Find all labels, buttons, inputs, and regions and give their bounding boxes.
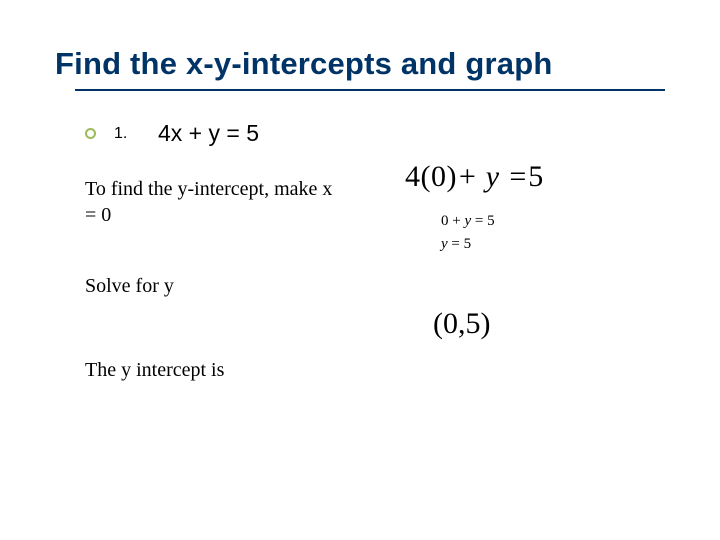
step-result-label: The y intercept is bbox=[85, 358, 335, 384]
step-find-y-intercept: To find the y-intercept, make x = 0 bbox=[85, 177, 335, 228]
problem-equation: 4x + y = 5 bbox=[158, 120, 259, 147]
left-column: 1. 4x + y = 5 To find the y-intercept, m… bbox=[85, 120, 395, 383]
math-solve-lines: 0 + y = 5 y = 5 bbox=[405, 210, 665, 255]
slide-body: 1. 4x + y = 5 To find the y-intercept, m… bbox=[55, 120, 665, 383]
list-item: 1. 4x + y = 5 bbox=[85, 120, 395, 147]
math-intercept-point: (0,5) bbox=[405, 307, 665, 341]
slide: Find the x-y-intercepts and graph 1. 4x … bbox=[0, 0, 720, 540]
title-underline bbox=[75, 89, 665, 91]
title-block: Find the x-y-intercepts and graph bbox=[55, 45, 665, 82]
math-solve-line-2: y = 5 bbox=[441, 233, 665, 256]
bullet-icon bbox=[85, 128, 96, 139]
step-solve-for-y: Solve for y bbox=[85, 274, 335, 300]
slide-title: Find the x-y-intercepts and graph bbox=[55, 45, 665, 82]
right-column: 4(0)+ y =5 0 + y = 5 y = 5 (0,5) bbox=[395, 120, 665, 383]
math-solve-line-1: 0 + y = 5 bbox=[441, 210, 665, 233]
math-substitution: 4(0)+ y =5 bbox=[405, 160, 665, 194]
item-number: 1. bbox=[114, 125, 130, 143]
